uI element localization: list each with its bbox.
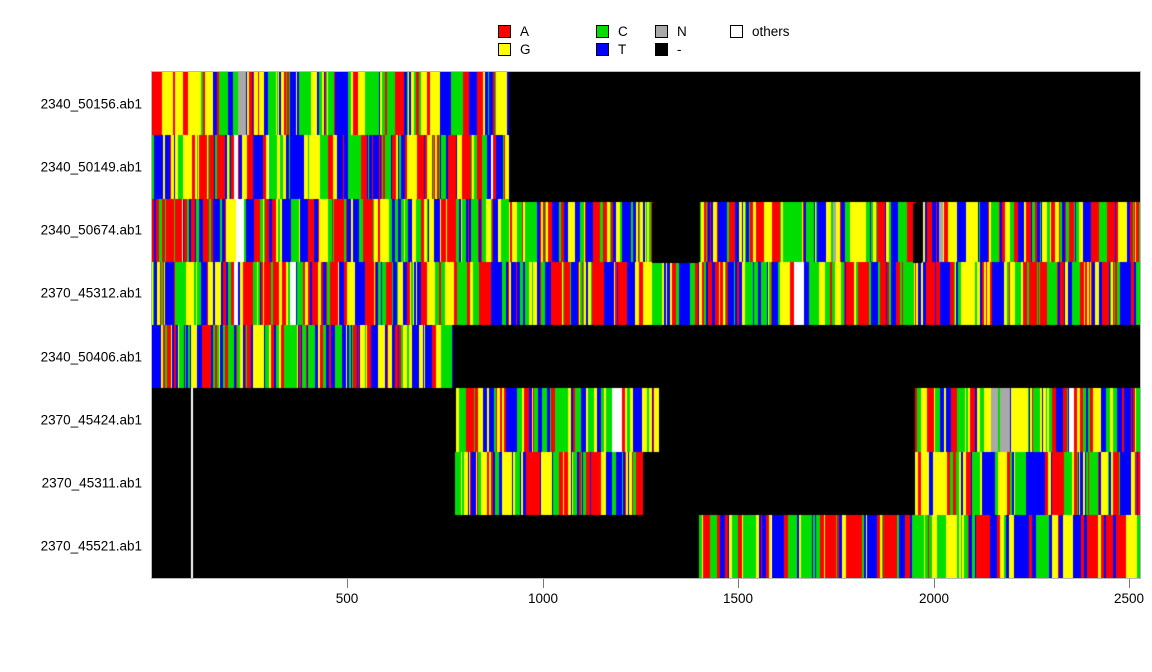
legend-label: others bbox=[752, 23, 790, 39]
legend-item-c: C bbox=[596, 22, 628, 40]
legend-swatch-n bbox=[655, 24, 668, 38]
legend-item-n: N bbox=[655, 22, 687, 40]
y-axis-label-2: 2340_50674.ab1 bbox=[40, 222, 142, 238]
x-axis-label-3: 2000 bbox=[918, 591, 950, 606]
legend-label: - bbox=[677, 41, 682, 57]
legend-swatch-g bbox=[498, 42, 511, 56]
alignment-heatmap bbox=[151, 71, 1141, 579]
legend-label: G bbox=[520, 41, 531, 57]
y-axis-label-1: 2340_50149.ab1 bbox=[40, 159, 142, 175]
legend-column-2: N- bbox=[655, 22, 687, 58]
legend-label: T bbox=[618, 41, 627, 57]
x-axis-label-4: 2500 bbox=[1113, 591, 1145, 606]
x-axis-tick-3 bbox=[934, 579, 935, 588]
legend-item-: - bbox=[655, 40, 687, 58]
legend-label: N bbox=[677, 23, 687, 39]
x-axis-label-1: 1000 bbox=[527, 591, 559, 606]
legend-label: A bbox=[520, 23, 530, 39]
y-axis-label-5: 2370_45424.ab1 bbox=[40, 412, 142, 428]
x-axis-tick-0 bbox=[347, 579, 348, 588]
x-axis-tick-1 bbox=[543, 579, 544, 588]
legend: A G C T N - others bbox=[498, 22, 828, 64]
x-axis-tick-2 bbox=[738, 579, 739, 588]
legend-swatch-gap bbox=[655, 42, 668, 56]
legend-swatch-others bbox=[730, 24, 743, 38]
y-axis-label-6: 2370_45311.ab1 bbox=[41, 475, 142, 491]
legend-swatch-c bbox=[596, 24, 609, 38]
x-axis-label-2: 1500 bbox=[722, 591, 754, 606]
legend-column-3: others bbox=[730, 22, 790, 40]
legend-item-others: others bbox=[730, 22, 790, 40]
legend-item-t: T bbox=[596, 40, 628, 58]
legend-item-g: G bbox=[498, 40, 531, 58]
y-axis-label-7: 2370_45521.ab1 bbox=[40, 538, 142, 554]
legend-swatch-a bbox=[498, 24, 511, 38]
legend-swatch-t bbox=[596, 42, 609, 56]
y-axis-label-3: 2370_45312.ab1 bbox=[40, 285, 142, 301]
alignment-canvas bbox=[152, 72, 1140, 578]
legend-label: C bbox=[618, 23, 628, 39]
legend-item-a: A bbox=[498, 22, 531, 40]
y-axis-label-4: 2340_50406.ab1 bbox=[40, 349, 142, 365]
x-axis-tick-4 bbox=[1129, 579, 1130, 588]
y-axis-label-0: 2340_50156.ab1 bbox=[40, 96, 142, 112]
x-axis-label-0: 500 bbox=[335, 591, 359, 606]
